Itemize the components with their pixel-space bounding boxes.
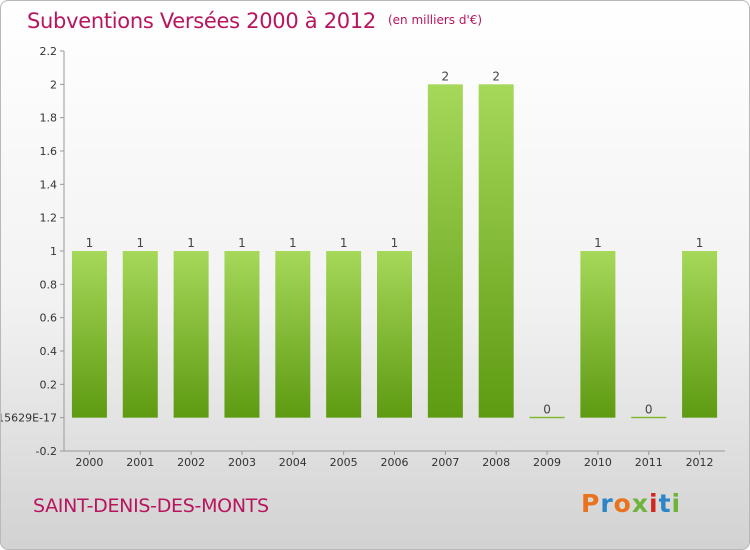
unit-note: (en milliers d'€) xyxy=(387,13,483,27)
y-tick-label: -0.2 xyxy=(36,445,57,458)
x-tick-label: 2008 xyxy=(482,456,510,469)
bar-value-labels: 1 1 1 1 1 1 1 2 2 0 1 0 1 xyxy=(86,69,704,416)
x-tick-label: 2004 xyxy=(279,456,307,469)
bar-value-label: 1 xyxy=(696,236,704,250)
bar-2005 xyxy=(326,251,362,418)
bar-value-label: 2 xyxy=(442,69,450,83)
bar-2011 xyxy=(631,416,667,419)
municipality-name: SAINT-DENIS-DES-MONTS xyxy=(33,495,269,517)
x-tick-label: 2009 xyxy=(533,456,561,469)
bar-value-label: 1 xyxy=(86,236,94,250)
bar-2012 xyxy=(682,251,718,418)
bar-value-label: 1 xyxy=(340,236,348,250)
bar-2003 xyxy=(224,251,260,418)
bar-value-label: 0 xyxy=(543,403,551,417)
y-tick-label: 0.8 xyxy=(40,278,58,291)
y-tick-label: 1 xyxy=(50,245,57,258)
bar-2000 xyxy=(71,251,107,418)
y-tick-label: 1.2 xyxy=(40,212,58,225)
bar-2004 xyxy=(275,251,311,418)
bar-value-label: 1 xyxy=(187,236,195,250)
bar-value-label: 0 xyxy=(645,403,653,417)
y-tick-label: 1.15629E-17 xyxy=(1,412,57,425)
x-tick-label: 2003 xyxy=(228,456,256,469)
bar-value-label: 1 xyxy=(594,236,602,250)
bar-2008 xyxy=(478,84,514,418)
x-tick-label: 2007 xyxy=(431,456,459,469)
bar-value-label: 1 xyxy=(391,236,399,250)
x-tick-label: 2002 xyxy=(177,456,205,469)
x-tick-label: 2001 xyxy=(126,456,154,469)
bar-2001 xyxy=(122,251,158,418)
x-tick-label: 2012 xyxy=(686,456,714,469)
x-tick-label: 2000 xyxy=(75,456,103,469)
bar-value-label: 1 xyxy=(136,236,144,250)
y-tick-label: 0.6 xyxy=(40,312,58,325)
bar-value-label: 1 xyxy=(238,236,246,250)
x-tick-label: 2006 xyxy=(381,456,409,469)
y-tick-label: 0.4 xyxy=(40,345,58,358)
y-tick-label: 2 xyxy=(50,78,57,91)
bar-value-label: 2 xyxy=(492,69,500,83)
x-axis: 2000 2001 2002 2003 2004 2005 2006 2007 2008 2009… xyxy=(64,450,725,469)
y-tick-label: 1.4 xyxy=(40,178,58,191)
bar-2007 xyxy=(427,84,463,418)
x-tick-label: 2010 xyxy=(584,456,612,469)
chart-title: Subventions Versées 2000 à 2012 xyxy=(27,9,376,33)
y-tick-label: 2.2 xyxy=(40,45,58,58)
bar-2010 xyxy=(580,251,616,418)
title-block: Subventions Versées 2000 à 2012 (en milli… xyxy=(27,9,482,33)
x-tick-label: 2005 xyxy=(330,456,358,469)
y-axis: -0.2 1.15629E-17 0.2 0.4 0.6 0.8 1 1.2 1.4 1.6 1.8… xyxy=(1,45,65,458)
bar-2006 xyxy=(377,251,412,418)
y-tick-label: 1.6 xyxy=(40,145,58,158)
bar-series xyxy=(71,84,718,419)
y-tick-label: 1.8 xyxy=(40,112,58,125)
proxiti-logo: Proxiti xyxy=(581,489,682,518)
y-tick-label: 0.2 xyxy=(40,378,58,391)
bar-2002 xyxy=(173,251,209,418)
bar-value-label: 1 xyxy=(289,236,297,250)
bar-2009 xyxy=(529,416,565,419)
x-tick-label: 2011 xyxy=(635,456,663,469)
